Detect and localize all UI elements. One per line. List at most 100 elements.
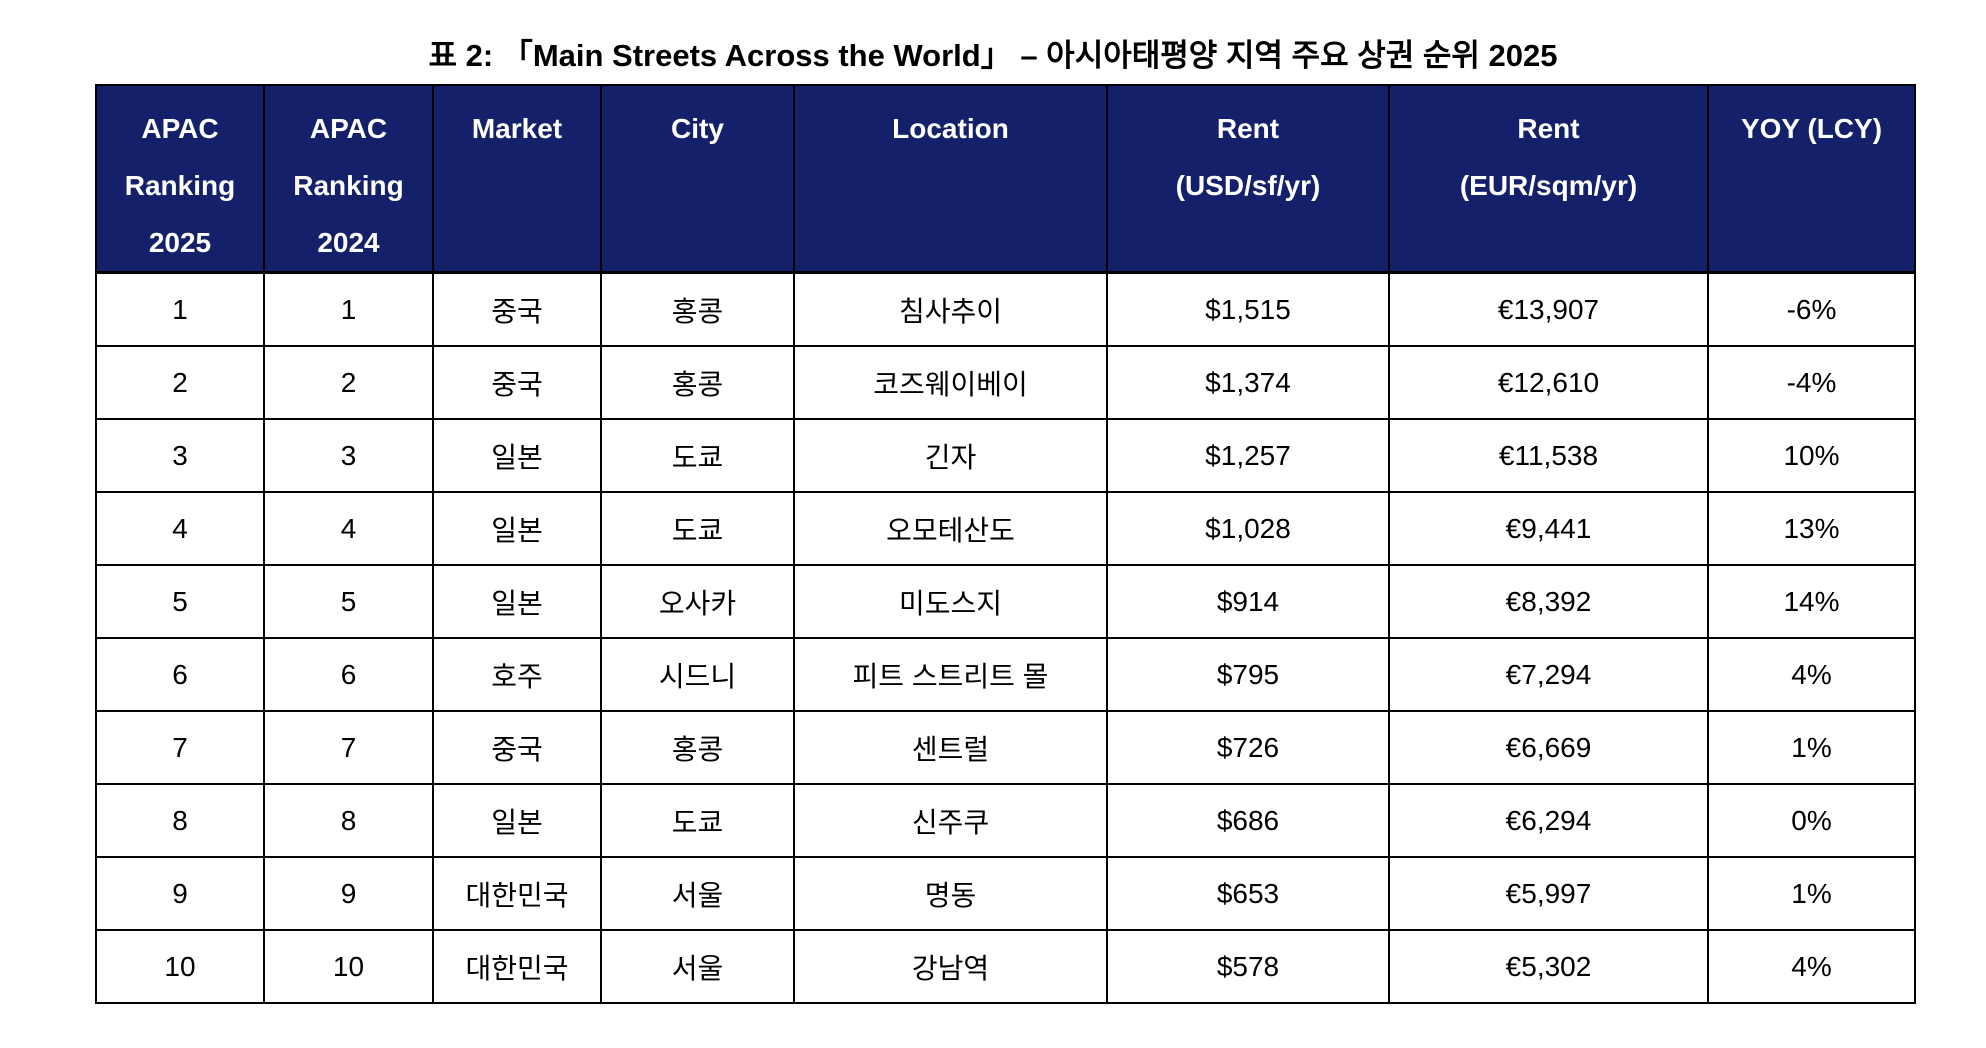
- table-cell: 오모테산도: [793, 491, 1108, 566]
- column-header: Rent (EUR/sqm/yr): [1388, 84, 1709, 274]
- table-cell: 1%: [1707, 710, 1916, 785]
- table-cell: €6,669: [1388, 710, 1709, 785]
- table-cell: 9: [95, 856, 265, 931]
- table-cell: 7: [263, 710, 434, 785]
- table-cell: 일본: [432, 491, 602, 566]
- table-cell: $578: [1106, 929, 1390, 1004]
- table-cell: $914: [1106, 564, 1390, 639]
- table-cell: 10: [95, 929, 265, 1004]
- table-cell: 6: [263, 637, 434, 712]
- table-row: 3 3 일본 도쿄 긴자 $1,257 €11,538 10%: [95, 418, 1916, 493]
- table-cell: €13,907: [1388, 271, 1709, 347]
- table-cell: $686: [1106, 783, 1390, 858]
- table-cell: 명동: [793, 856, 1108, 931]
- table-cell: 서울: [600, 856, 795, 931]
- table-cell: 9: [263, 856, 434, 931]
- table-cell: 10%: [1707, 418, 1916, 493]
- table-cell: €8,392: [1388, 564, 1709, 639]
- table-cell: 도쿄: [600, 783, 795, 858]
- table-cell: 대한민국: [432, 929, 602, 1004]
- table-row: 9 9 대한민국 서울 명동 $653 €5,997 1%: [95, 856, 1916, 931]
- header-line: 2024: [317, 227, 380, 258]
- table-cell: 강남역: [793, 929, 1108, 1004]
- table-cell: 4: [95, 491, 265, 566]
- table-cell: 센트럴: [793, 710, 1108, 785]
- table-row: 8 8 일본 도쿄 신주쿠 $686 €6,294 0%: [95, 783, 1916, 858]
- table-cell: 도쿄: [600, 491, 795, 566]
- table-cell: 일본: [432, 564, 602, 639]
- header-line: Rent: [1216, 113, 1280, 144]
- table-cell: 홍콩: [600, 271, 795, 347]
- table-cell: 10: [263, 929, 434, 1004]
- table-row: 4 4 일본 도쿄 오모테산도 $1,028 €9,441 13%: [95, 491, 1916, 566]
- table-cell: 2: [263, 345, 434, 420]
- table-cell: 일본: [432, 783, 602, 858]
- header-line: City: [671, 113, 724, 144]
- table-cell: 코즈웨이베이: [793, 345, 1108, 420]
- header-line: APAC: [309, 113, 388, 144]
- table-cell: $726: [1106, 710, 1390, 785]
- table-cell: 3: [95, 418, 265, 493]
- table-row: 1 1 중국 홍콩 침사추이 $1,515 €13,907 -6%: [95, 271, 1916, 347]
- table-cell: $795: [1106, 637, 1390, 712]
- ranking-table: APAC Ranking 2025 APAC Ranking 2024 Market City…: [95, 84, 1916, 1004]
- table-cell: 4: [263, 491, 434, 566]
- table-cell: 14%: [1707, 564, 1916, 639]
- table-body: 1 1 중국 홍콩 침사추이 $1,515 €13,907 -6% 2 2 중국 홍콩 코즈웨이베이 $1…: [95, 271, 1916, 1004]
- table-cell: €5,302: [1388, 929, 1709, 1004]
- table-cell: 일본: [432, 418, 602, 493]
- table-cell: 7: [95, 710, 265, 785]
- table-cell: $1,374: [1106, 345, 1390, 420]
- table-cell: 8: [95, 783, 265, 858]
- table-cell: €9,441: [1388, 491, 1709, 566]
- table-cell: 침사추이: [793, 271, 1108, 347]
- table-cell: 3: [263, 418, 434, 493]
- table-cell: 미도스지: [793, 564, 1108, 639]
- column-header: Market: [432, 84, 602, 274]
- table-cell: 도쿄: [600, 418, 795, 493]
- table-cell: 신주쿠: [793, 783, 1108, 858]
- table-row: 5 5 일본 오사카 미도스지 $914 €8,392 14%: [95, 564, 1916, 639]
- header-line: Market: [471, 113, 563, 144]
- table-cell: €6,294: [1388, 783, 1709, 858]
- column-header: Rent (USD/sf/yr): [1106, 84, 1390, 274]
- table-cell: $1,028: [1106, 491, 1390, 566]
- table-cell: 0%: [1707, 783, 1916, 858]
- table-cell: €12,610: [1388, 345, 1709, 420]
- table-cell: €5,997: [1388, 856, 1709, 931]
- table-cell: -6%: [1707, 271, 1916, 347]
- header-row: APAC Ranking 2025 APAC Ranking 2024 Market City…: [95, 84, 1916, 274]
- table-cell: 중국: [432, 271, 602, 347]
- header-line: Ranking: [124, 170, 236, 201]
- column-header: Location: [793, 84, 1108, 274]
- table-cell: 중국: [432, 345, 602, 420]
- table-cell: 4%: [1707, 929, 1916, 1004]
- column-header: City: [600, 84, 795, 274]
- table-cell: 시드니: [600, 637, 795, 712]
- table-cell: 중국: [432, 710, 602, 785]
- table-title: 표 2: 「Main Streets Across the World」 – 아…: [428, 38, 1558, 73]
- table-row: 7 7 중국 홍콩 센트럴 $726 €6,669 1%: [95, 710, 1916, 785]
- table-cell: 피트 스트리트 몰: [793, 637, 1108, 712]
- table-cell: -4%: [1707, 345, 1916, 420]
- table-cell: 서울: [600, 929, 795, 1004]
- header-line: YOY (LCY): [1740, 113, 1883, 144]
- table-cell: 5: [95, 564, 265, 639]
- table-row: 2 2 중국 홍콩 코즈웨이베이 $1,374 €12,610 -4%: [95, 345, 1916, 420]
- table-cell: $1,515: [1106, 271, 1390, 347]
- header-line: 2025: [148, 227, 212, 258]
- table-cell: 오사카: [600, 564, 795, 639]
- table-cell: 긴자: [793, 418, 1108, 493]
- table-cell: 8: [263, 783, 434, 858]
- header-line: (EUR/sqm/yr): [1459, 170, 1638, 201]
- table-row: 6 6 호주 시드니 피트 스트리트 몰 $795 €7,294 4%: [95, 637, 1916, 712]
- table-cell: 2: [95, 345, 265, 420]
- header-line: Location: [892, 113, 1009, 144]
- column-header: APAC Ranking 2024: [263, 84, 434, 274]
- header-line: Ranking: [293, 170, 404, 201]
- column-header: APAC Ranking 2025: [95, 84, 265, 274]
- column-header: YOY (LCY): [1707, 84, 1916, 274]
- table-cell: 호주: [432, 637, 602, 712]
- table-cell: 1: [95, 271, 265, 347]
